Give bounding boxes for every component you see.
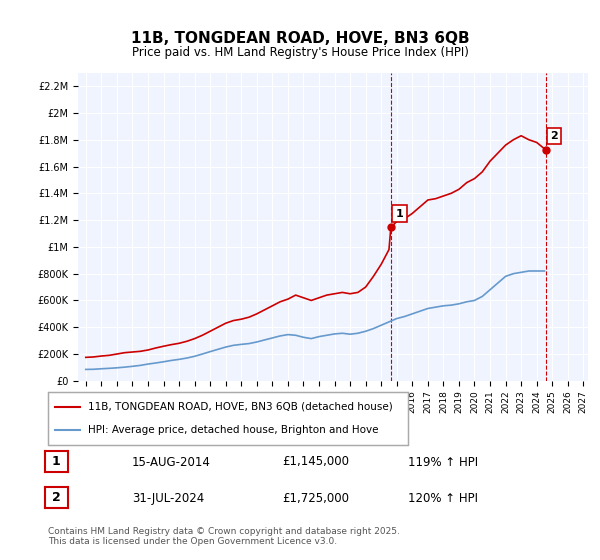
Text: 11B, TONGDEAN ROAD, HOVE, BN3 6QB: 11B, TONGDEAN ROAD, HOVE, BN3 6QB	[131, 31, 469, 46]
Text: 1: 1	[52, 455, 61, 468]
Text: 2: 2	[52, 491, 61, 505]
Text: 31-JUL-2024: 31-JUL-2024	[132, 492, 204, 505]
Text: Price paid vs. HM Land Registry's House Price Index (HPI): Price paid vs. HM Land Registry's House …	[131, 46, 469, 59]
Text: 15-AUG-2014: 15-AUG-2014	[132, 455, 211, 469]
Text: £1,725,000: £1,725,000	[282, 492, 349, 505]
Text: 119% ↑ HPI: 119% ↑ HPI	[408, 455, 478, 469]
Text: 11B, TONGDEAN ROAD, HOVE, BN3 6QB (detached house): 11B, TONGDEAN ROAD, HOVE, BN3 6QB (detac…	[88, 402, 392, 412]
Text: 2: 2	[550, 131, 558, 141]
Text: Contains HM Land Registry data © Crown copyright and database right 2025.
This d: Contains HM Land Registry data © Crown c…	[48, 526, 400, 546]
Text: 1: 1	[395, 209, 403, 219]
Text: 120% ↑ HPI: 120% ↑ HPI	[408, 492, 478, 505]
Text: £1,145,000: £1,145,000	[282, 455, 349, 469]
Text: HPI: Average price, detached house, Brighton and Hove: HPI: Average price, detached house, Brig…	[88, 425, 378, 435]
